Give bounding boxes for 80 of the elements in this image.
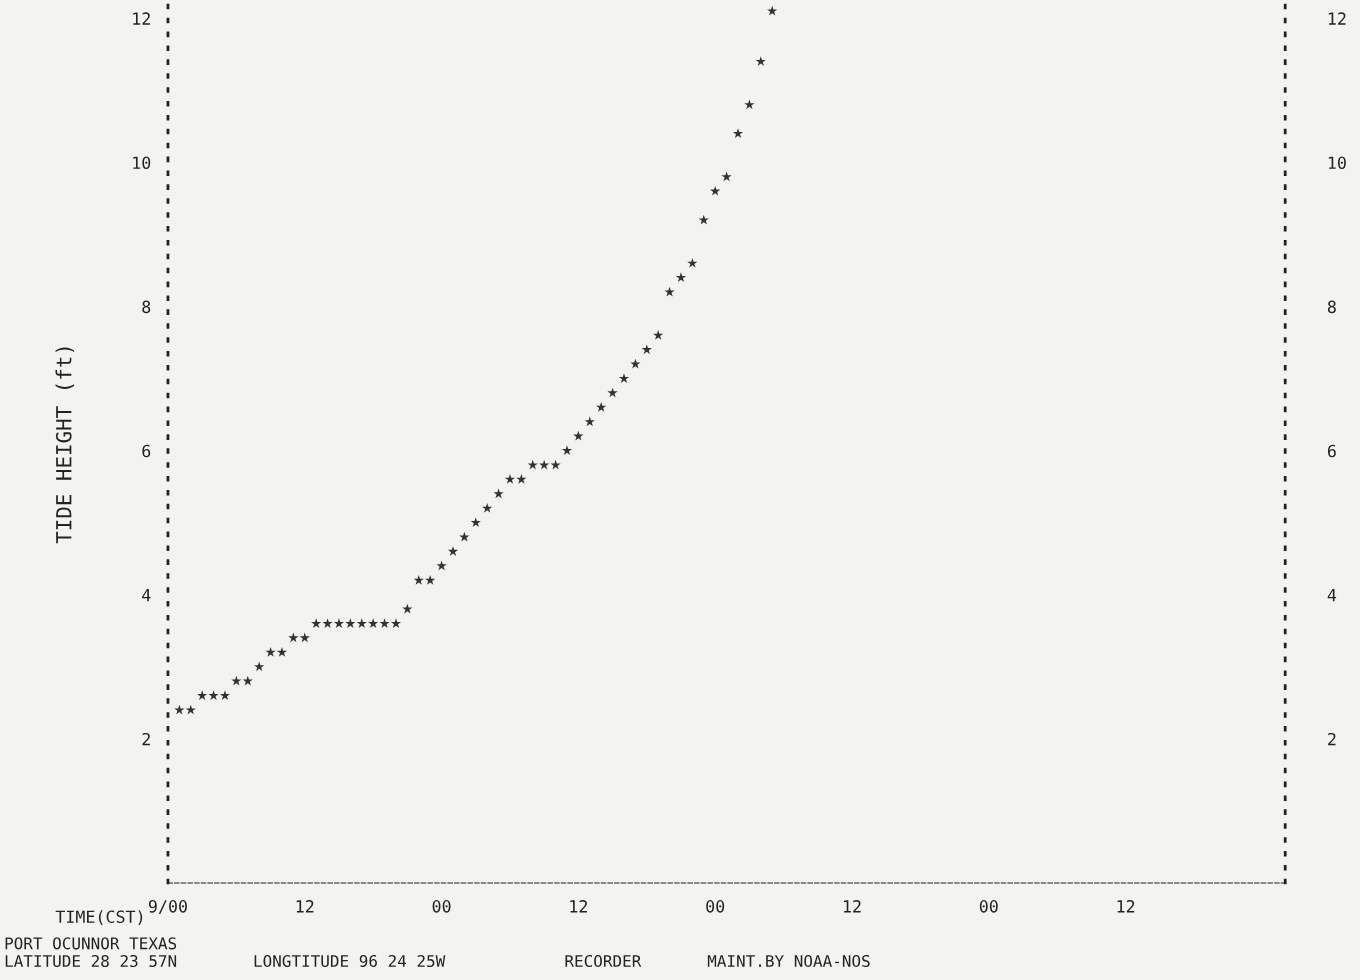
- point: [174, 704, 185, 715]
- point: [276, 647, 288, 657]
- point: [539, 459, 550, 470]
- point: [767, 5, 778, 16]
- x-tick-label: 12: [1117, 900, 1135, 913]
- x-tick-label: 12: [296, 900, 314, 913]
- point: [345, 618, 356, 628]
- x-tick-label: 12: [570, 900, 587, 913]
- point: [710, 185, 721, 196]
- point: [219, 690, 231, 700]
- x-tick-label: 00: [706, 900, 725, 913]
- point: [630, 358, 641, 369]
- point: [197, 690, 208, 700]
- point: [482, 502, 493, 513]
- x-tick-label: 12: [843, 900, 861, 913]
- point: [550, 459, 561, 470]
- point: [607, 387, 618, 398]
- point: [721, 171, 732, 182]
- point: [664, 286, 675, 297]
- text: MAINT.BY NOAA-NOS: [707, 954, 870, 968]
- point: [675, 272, 687, 283]
- x-tick-label: 00: [432, 900, 451, 913]
- y-tick-label: 12: [133, 12, 150, 25]
- y2-tick-label: 8: [1327, 300, 1336, 314]
- point: [333, 618, 345, 628]
- point: [356, 618, 367, 628]
- point: [459, 531, 470, 542]
- point: [732, 128, 744, 138]
- point: [242, 675, 253, 686]
- point: [687, 257, 698, 268]
- point: [254, 661, 265, 672]
- point: [744, 99, 755, 110]
- point: [470, 517, 481, 528]
- text: PORT OCUNNOR TEXAS: [5, 937, 177, 950]
- point: [436, 560, 447, 571]
- point: [288, 632, 299, 643]
- y-tick-label: 2: [142, 732, 150, 746]
- point: [596, 402, 607, 412]
- point: [447, 546, 459, 556]
- y2-tick-label: 6: [1327, 444, 1336, 458]
- point: [322, 618, 333, 628]
- point: [561, 445, 573, 456]
- y-axis-title: TIDE HEIGHT (ft): [55, 347, 75, 544]
- y-tick-label: 10: [133, 156, 151, 170]
- x-tick-label: 9/00: [148, 900, 187, 914]
- point: [516, 474, 527, 484]
- y2-tick-label: 10: [1328, 156, 1346, 170]
- text: RECORDER: [565, 954, 642, 968]
- point: [413, 574, 424, 585]
- point: [185, 704, 196, 715]
- point: [493, 488, 504, 499]
- point: [379, 618, 390, 628]
- point: [425, 574, 436, 585]
- point: [698, 214, 709, 225]
- y2-tick-label: 2: [1328, 732, 1336, 746]
- x-tick-label: 00: [979, 900, 998, 913]
- point: [368, 618, 379, 628]
- point: [265, 647, 276, 657]
- point: [311, 618, 322, 628]
- point: [390, 618, 402, 628]
- point: [653, 329, 664, 340]
- y-tick-label: 8: [142, 300, 151, 314]
- y2-tick-label: 4: [1327, 588, 1337, 602]
- y-tick-label: 4: [142, 588, 151, 602]
- point: [573, 430, 584, 441]
- text: LATITUDE 28 23 57N: [5, 954, 177, 968]
- point: [208, 690, 219, 700]
- point: [402, 603, 413, 614]
- y2-tick-label: 12: [1328, 12, 1346, 25]
- y-tick-label: 6: [142, 444, 151, 458]
- point: [231, 675, 242, 686]
- point: [641, 344, 652, 355]
- point: [299, 632, 310, 643]
- point: [584, 416, 595, 427]
- point: [618, 373, 630, 383]
- x-axis-title: TIME(CST): [55, 910, 143, 925]
- point: [527, 459, 538, 470]
- point: [755, 56, 766, 66]
- text: LONGTITUDE 96 24 25W: [254, 954, 446, 968]
- point: [504, 474, 516, 484]
